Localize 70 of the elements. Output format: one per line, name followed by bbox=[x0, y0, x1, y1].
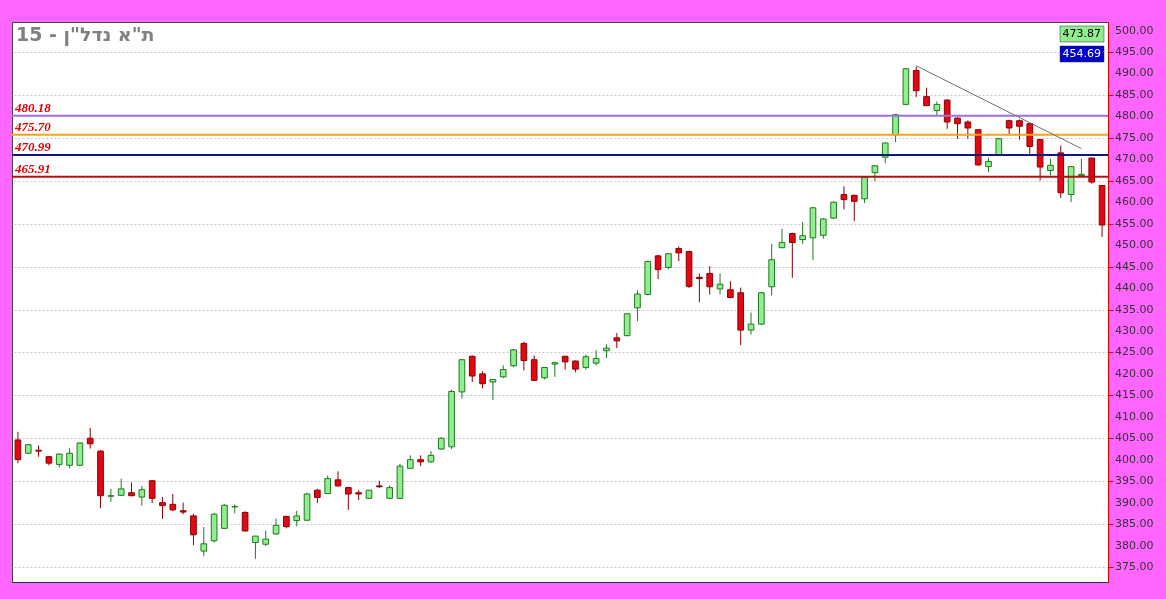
y-tick-label: 445.00 bbox=[1115, 259, 1154, 273]
y-tick-label: 415.00 bbox=[1115, 388, 1154, 402]
y-tick-label: 400.00 bbox=[1115, 452, 1154, 466]
y-tick-label: 405.00 bbox=[1115, 431, 1154, 445]
y-tick-label: 395.00 bbox=[1115, 474, 1154, 488]
ref-line-label: 470.99 bbox=[14, 139, 52, 155]
candlestick bbox=[179, 502, 187, 515]
y-tick-label: 460.00 bbox=[1115, 195, 1154, 209]
candlestick bbox=[840, 185, 848, 211]
y-tick-label: 440.00 bbox=[1115, 281, 1154, 295]
candlestick bbox=[86, 427, 94, 450]
candlestick bbox=[252, 535, 259, 560]
candlestick bbox=[1016, 118, 1023, 141]
annotation: 473.87 bbox=[1062, 27, 1101, 40]
y-tick-label: 475.00 bbox=[1115, 130, 1154, 144]
candlestick bbox=[964, 119, 972, 140]
y-tick-label: 455.00 bbox=[1115, 216, 1154, 230]
y-tick-label: 495.00 bbox=[1115, 45, 1154, 59]
y-tick-label: 390.00 bbox=[1115, 495, 1154, 509]
candlestick bbox=[943, 98, 951, 130]
candlestick bbox=[138, 485, 146, 507]
candlestick bbox=[716, 272, 724, 295]
y-tick-label: 450.00 bbox=[1115, 238, 1154, 252]
candlestick bbox=[799, 221, 806, 245]
y-tick-label: 465.00 bbox=[1115, 173, 1154, 187]
y-tick-label: 410.00 bbox=[1115, 409, 1154, 423]
y-tick-label: 435.00 bbox=[1115, 302, 1154, 316]
candlestick bbox=[66, 447, 73, 469]
candlestick bbox=[345, 486, 352, 511]
candlestick bbox=[107, 488, 115, 503]
y-tick-label: 380.00 bbox=[1115, 538, 1154, 552]
candlestick bbox=[747, 312, 755, 335]
y-tick-label: 485.00 bbox=[1115, 87, 1154, 101]
candlestick bbox=[654, 254, 662, 280]
ref-line-label: 475.70 bbox=[14, 118, 52, 134]
candlestick bbox=[221, 503, 228, 530]
y-tick-label: 430.00 bbox=[1115, 323, 1154, 337]
candlestick bbox=[241, 510, 249, 532]
candlestick bbox=[334, 470, 342, 488]
candlestick bbox=[954, 116, 961, 140]
y-tick-label: 480.00 bbox=[1115, 109, 1154, 123]
candlestick bbox=[520, 341, 528, 371]
candlestick bbox=[861, 176, 868, 204]
candlestick bbox=[489, 378, 497, 401]
candlestick bbox=[696, 272, 703, 303]
candlestick bbox=[530, 354, 538, 382]
candlestick bbox=[706, 265, 714, 295]
candlestick bbox=[819, 217, 827, 240]
candlestick bbox=[850, 194, 858, 222]
candlestick bbox=[159, 496, 166, 520]
candlestick bbox=[933, 100, 941, 116]
ref-line-label: 480.18 bbox=[14, 99, 52, 115]
candlestick bbox=[468, 354, 476, 383]
candlestick bbox=[592, 349, 600, 366]
candlestick bbox=[634, 289, 641, 322]
ref-line-label: 465.91 bbox=[14, 160, 51, 176]
annotation: 454.69 bbox=[1062, 47, 1101, 60]
candlestick bbox=[912, 66, 920, 98]
y-tick-label: 420.00 bbox=[1115, 366, 1154, 380]
chart-title: 15 - ת"א נדל"ן bbox=[16, 23, 155, 46]
y-tick-label: 425.00 bbox=[1115, 345, 1154, 359]
y-tick-label: 375.00 bbox=[1115, 559, 1154, 573]
y-tick-label: 490.00 bbox=[1115, 66, 1154, 80]
candlestick bbox=[200, 526, 208, 557]
candlestick bbox=[190, 513, 197, 546]
y-tick-label: 385.00 bbox=[1115, 517, 1154, 531]
y-tick-label: 470.00 bbox=[1115, 152, 1154, 166]
candlestick bbox=[788, 232, 796, 279]
y-tick-label: 500.00 bbox=[1115, 23, 1154, 37]
candlestick bbox=[14, 431, 22, 464]
